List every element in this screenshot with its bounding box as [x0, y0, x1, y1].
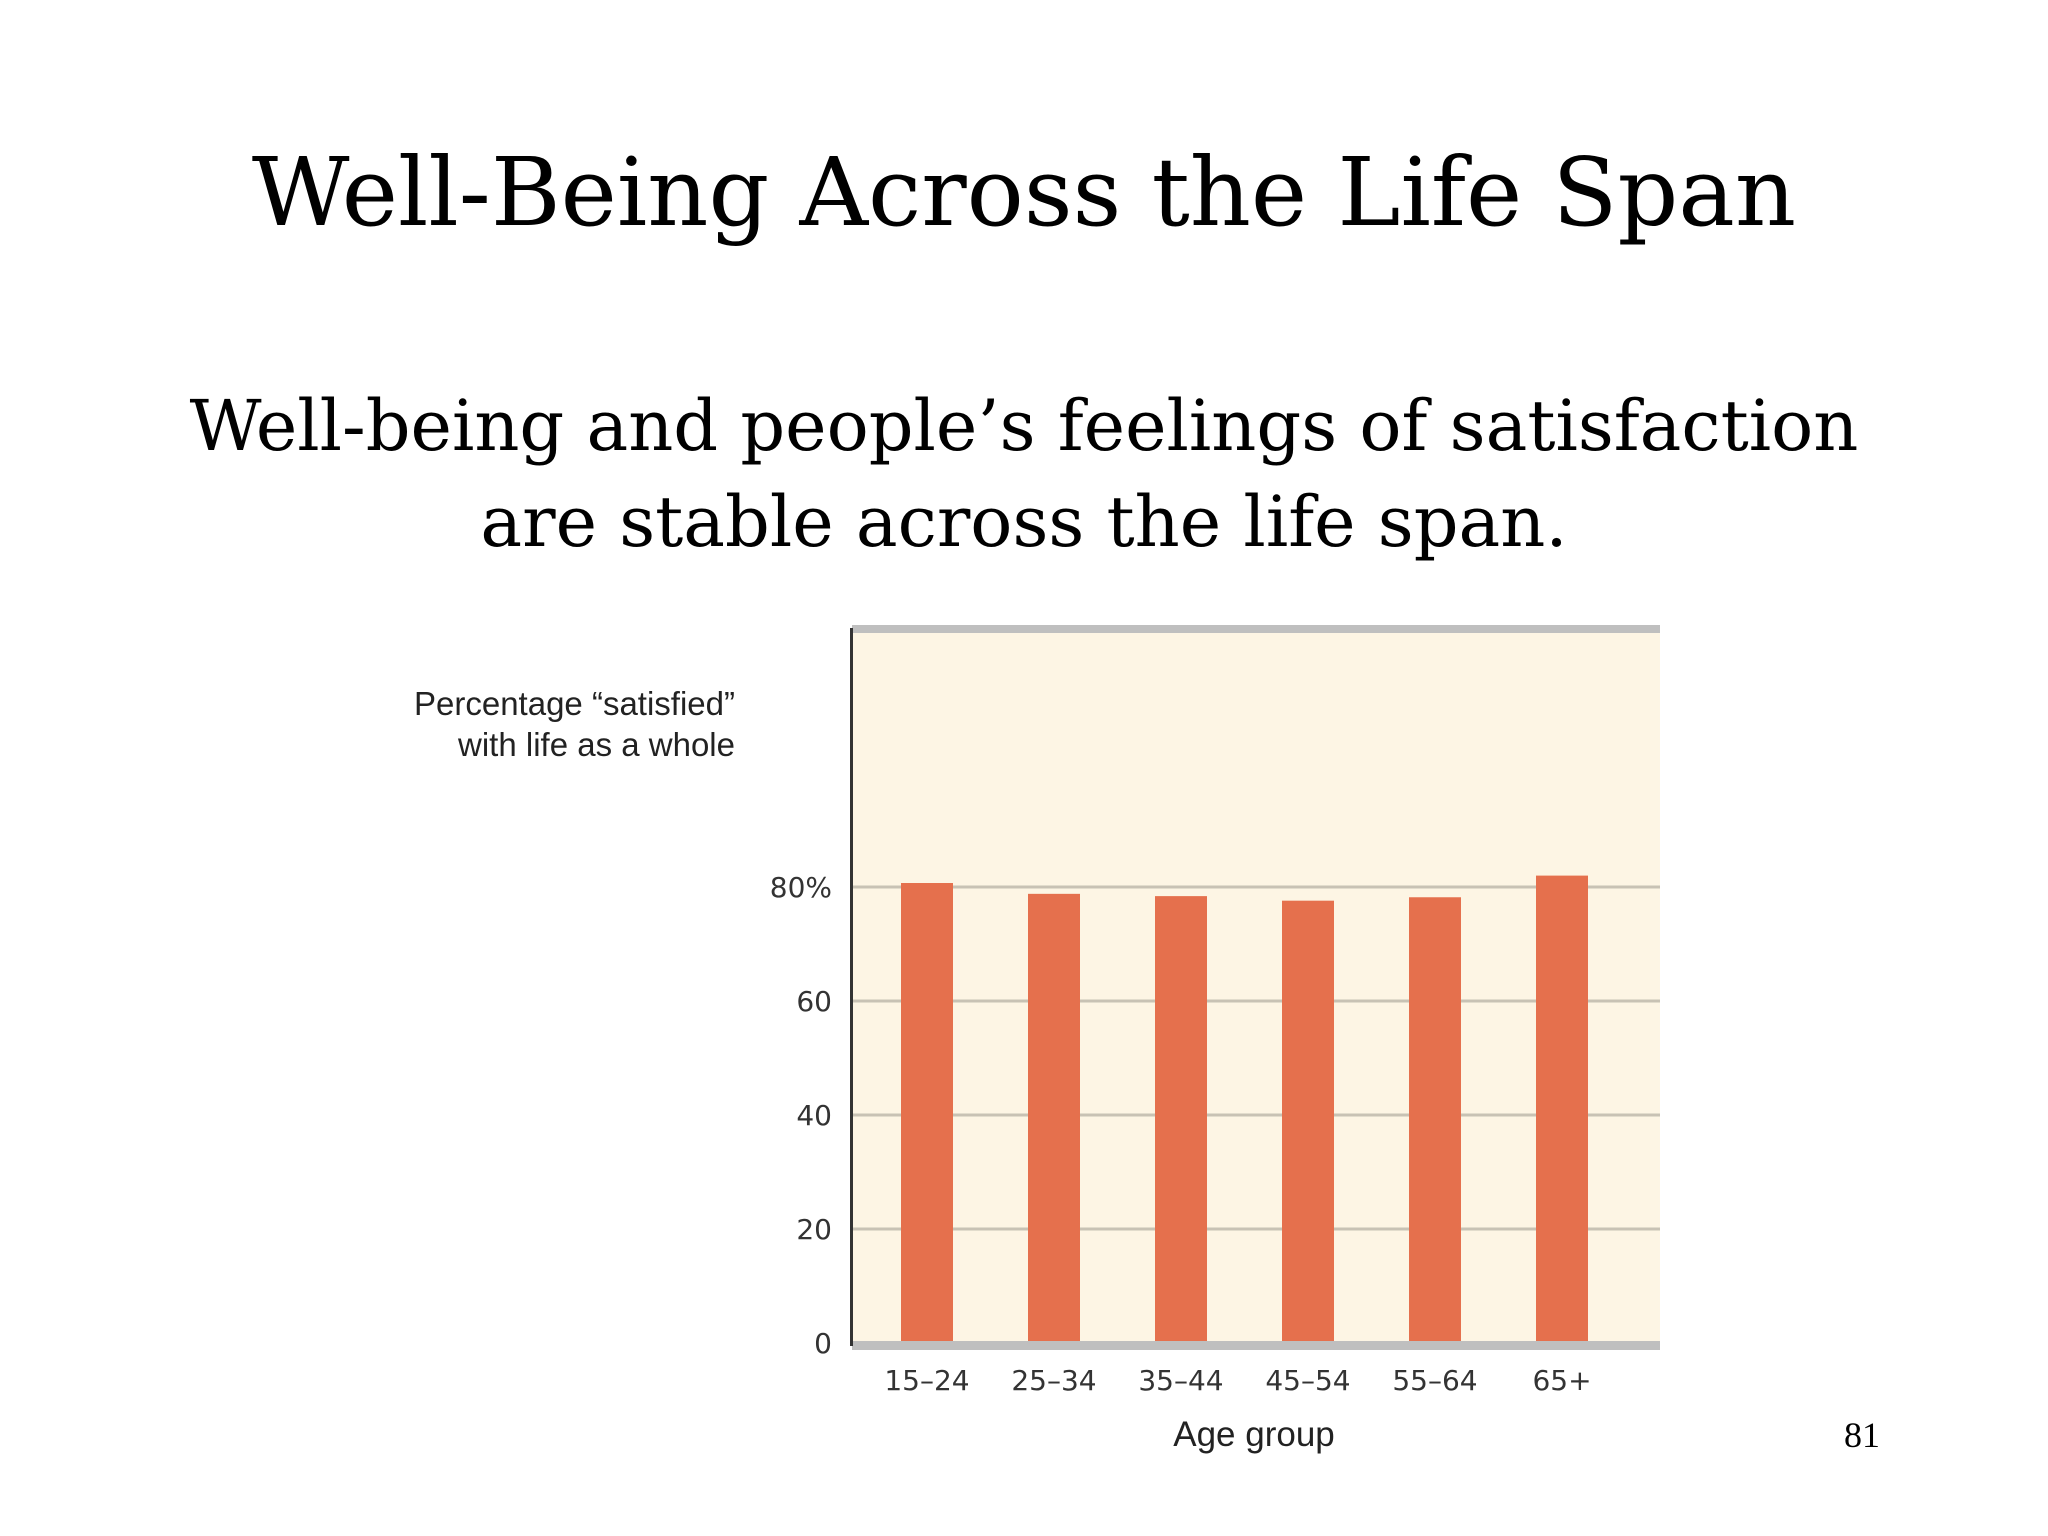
x-tick-label: 55–64	[1392, 1364, 1477, 1397]
bar	[1282, 900, 1334, 1343]
bar	[1155, 896, 1207, 1343]
x-tick-label: 15–24	[884, 1364, 969, 1397]
x-tick-label: 35–44	[1138, 1364, 1223, 1397]
bar	[1028, 893, 1080, 1343]
y-axis-label-line-2: with life as a whole	[457, 726, 735, 763]
bar	[901, 883, 953, 1343]
y-tick-label: 80%	[770, 871, 832, 904]
y-tick-label: 40	[796, 1099, 832, 1132]
slide-subtitle: Well-being and people’s feelings of sati…	[0, 378, 2048, 570]
page-number: 81	[1844, 1415, 1880, 1455]
x-tick-label: 25–34	[1011, 1364, 1096, 1397]
plot-baseline	[852, 1341, 1660, 1350]
bar	[1409, 897, 1461, 1343]
x-tick-labels: 15–24 25–34 35–44 45–54 55–64 65+	[884, 1364, 1591, 1397]
y-tick-label: 60	[796, 985, 832, 1018]
y-axis-line	[850, 628, 853, 1346]
bars	[901, 875, 1588, 1343]
y-tick-labels: 0 20 40 60 80%	[770, 871, 832, 1360]
slide-title: Well-Being Across the Life Span	[251, 138, 1797, 248]
y-tick-label: 0	[814, 1327, 832, 1360]
x-tick-label: 65+	[1532, 1364, 1591, 1397]
plot-top-border	[852, 625, 1660, 633]
x-axis-label: Age group	[1173, 1415, 1335, 1454]
bar	[1536, 875, 1588, 1343]
y-tick-label: 20	[796, 1213, 832, 1246]
x-tick-label: 45–54	[1265, 1364, 1350, 1397]
subtitle-line-2: are stable across the life span.	[480, 481, 1568, 563]
y-axis-label-line-1: Percentage “satisfied”	[414, 685, 735, 722]
subtitle-line-1: Well-being and people’s feelings of sati…	[189, 385, 1859, 467]
gridlines	[852, 885, 1660, 1231]
